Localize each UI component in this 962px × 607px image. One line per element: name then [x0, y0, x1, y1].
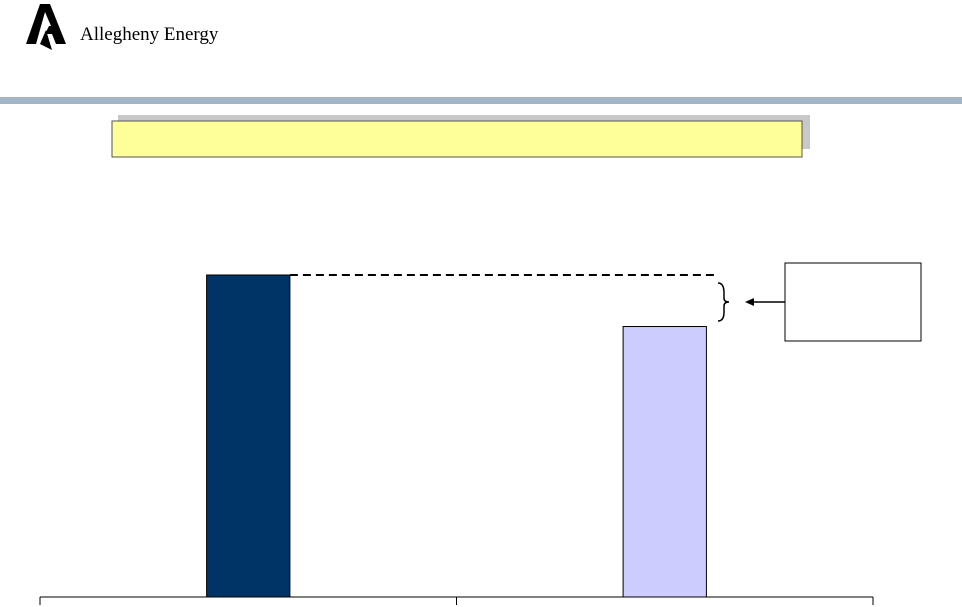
arrow-head: [745, 298, 754, 306]
logo: Allegheny Energy: [26, 4, 219, 50]
brace: [717, 282, 730, 322]
header-rule: [0, 97, 962, 104]
bar: [206, 274, 291, 598]
logo-text: Allegheny Energy: [80, 24, 219, 45]
callout-box: [784, 262, 922, 342]
logo-mark: [26, 4, 66, 44]
title-box: [111, 120, 803, 158]
logo-mark-tail: [40, 30, 52, 50]
bar: [622, 326, 707, 598]
